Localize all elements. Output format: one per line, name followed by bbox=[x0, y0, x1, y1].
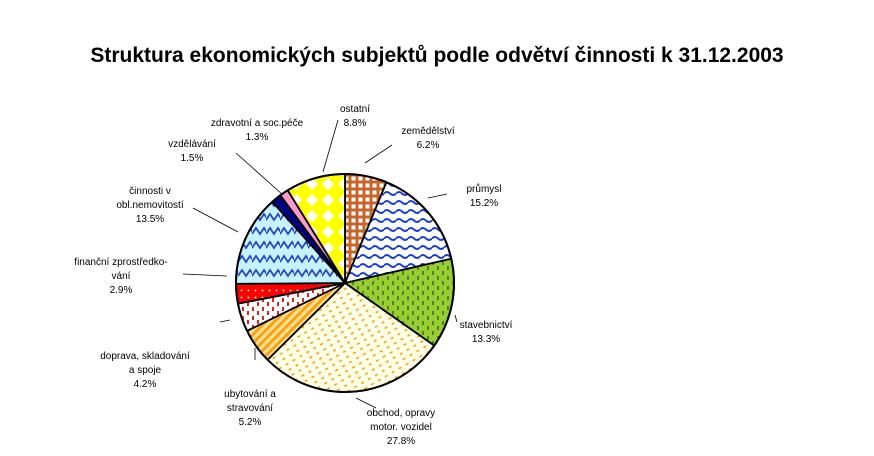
slice-label-ubytov-n-a: ubytování a stravování 5.2% bbox=[224, 389, 276, 428]
leader-line-finan-n-zprost-edko bbox=[182, 273, 228, 277]
slice-label-pr-mysl: průmysl 15.2% bbox=[466, 183, 501, 209]
slice-label-finan-n-zprost-edko: finanční zprostředko-vání 2.9% bbox=[74, 257, 167, 296]
slice-label-ostatn: ostatní 8.8% bbox=[340, 104, 370, 129]
leader-line-ostatn bbox=[322, 119, 339, 173]
slice-label-vzd-l-v-n: vzdělávání 1.5% bbox=[168, 139, 216, 164]
leader-line-vzd-l-v-n bbox=[235, 152, 284, 196]
slice-label-doprava-skladov-n: doprava, skladování a spoje 4.2% bbox=[100, 351, 190, 390]
slice-label-zem-d-lstv: zemědělství 6.2% bbox=[401, 126, 455, 151]
pie-outline bbox=[235, 173, 455, 393]
leader-line-doprava-skladov-n bbox=[219, 319, 231, 323]
slice-label-innosti-v: činnosti v obl.nemovitostí 13.5% bbox=[116, 186, 183, 225]
leader-line-innosti-v bbox=[192, 207, 239, 233]
slice-label-obchod-opravy: obchod, opravy motor. vozidel 27.8% bbox=[367, 408, 435, 447]
leader-line-stavebnictv bbox=[454, 314, 458, 323]
slice-label-stavebnictv: stavebnictví 13.3% bbox=[460, 320, 513, 345]
leader-line-obchod-opravy bbox=[355, 397, 377, 409]
leader-line-zem-d-lstv bbox=[364, 144, 393, 164]
slice-label-zdravotn-a-soc-p-e: zdravotní a soc.péče 1.3% bbox=[211, 118, 304, 143]
leader-line-pr-mysl bbox=[427, 193, 448, 199]
chart-title: Struktura ekonomických subjektů podle od… bbox=[90, 44, 784, 67]
